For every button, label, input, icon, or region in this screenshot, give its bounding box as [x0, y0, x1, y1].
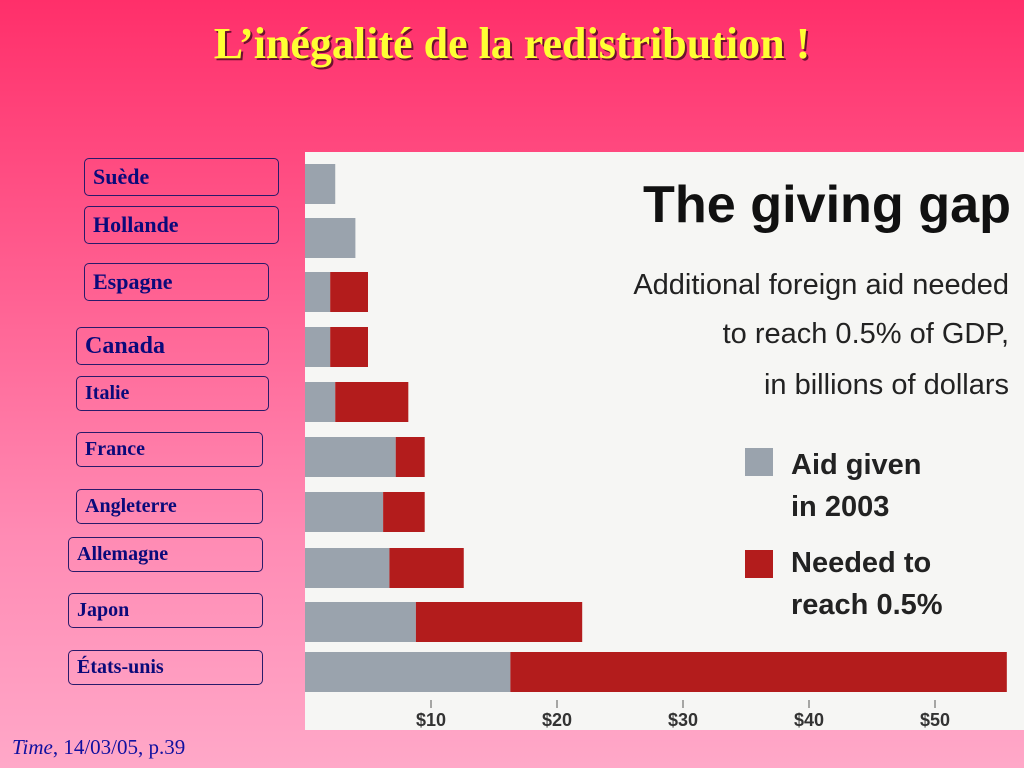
bar-aid-given-9 [305, 602, 416, 642]
bar-needed-4 [330, 327, 368, 367]
bar-needed-8 [389, 548, 464, 588]
bar-needed-9 [415, 602, 583, 642]
slide-title: L’inégalité de la redistribution ! [213, 19, 811, 68]
bar-needed-3 [330, 272, 368, 312]
bar-aid-given-6 [305, 437, 396, 477]
bar-aid-given-10 [305, 652, 511, 692]
bar-aid-given-3 [305, 272, 331, 312]
chart-title: The giving gap [643, 176, 1011, 234]
country-label: Suède [84, 158, 279, 196]
x-tick-label: $30 [668, 710, 698, 730]
bar-needed-7 [383, 492, 425, 532]
caption-details: , 14/03/05, p.39 [52, 735, 186, 759]
x-tick-label: $40 [794, 710, 824, 730]
x-tick-label: $50 [920, 710, 950, 730]
country-label: Angleterre [76, 489, 263, 524]
legend-label: Needed to [791, 547, 931, 579]
chart-subtitle-line: in billions of dollars [764, 369, 1009, 401]
country-label: France [76, 432, 263, 467]
legend-label: reach 0.5% [791, 589, 943, 621]
chart-panel: $10 $20 $30 $40 $50 The giving gap Additiona… [305, 152, 1024, 730]
source-caption: Time, 14/03/05, p.39 [12, 735, 185, 760]
bar-needed-6 [395, 437, 425, 477]
chart-svg: $10 $20 $30 $40 $50 The giving gap Additiona… [305, 164, 1011, 730]
bar-aid-given-1 [305, 164, 336, 204]
x-ticks-group: $10 $20 $30 $40 $50 [416, 700, 950, 730]
country-label: Canada [76, 327, 269, 365]
country-label: Japon [68, 593, 263, 628]
x-tick-label: $20 [542, 710, 572, 730]
bar-aid-given-8 [305, 548, 390, 588]
bar-needed-5 [335, 382, 409, 422]
chart-subtitle-line: to reach 0.5% of GDP, [723, 318, 1009, 350]
country-label: Espagne [84, 263, 269, 301]
legend-label: Aid given [791, 449, 922, 481]
bar-aid-given-5 [305, 382, 336, 422]
chart-subtitle-line: Additional foreign aid needed [633, 269, 1009, 301]
bar-aid-given-4 [305, 327, 331, 367]
country-label: Hollande [84, 206, 279, 244]
bar-needed-10 [510, 652, 1007, 692]
country-label: Allemagne [68, 537, 263, 572]
legend-label: in 2003 [791, 491, 889, 523]
bar-aid-given-2 [305, 218, 356, 258]
legend-swatch-needed [745, 550, 773, 578]
legend-swatch-aid-given [745, 448, 773, 476]
country-label: Italie [76, 376, 269, 411]
x-tick-label: $10 [416, 710, 446, 730]
country-label: États-unis [68, 650, 263, 685]
bar-aid-given-7 [305, 492, 384, 532]
caption-source: Time [12, 735, 53, 759]
bars-group [305, 164, 1007, 692]
